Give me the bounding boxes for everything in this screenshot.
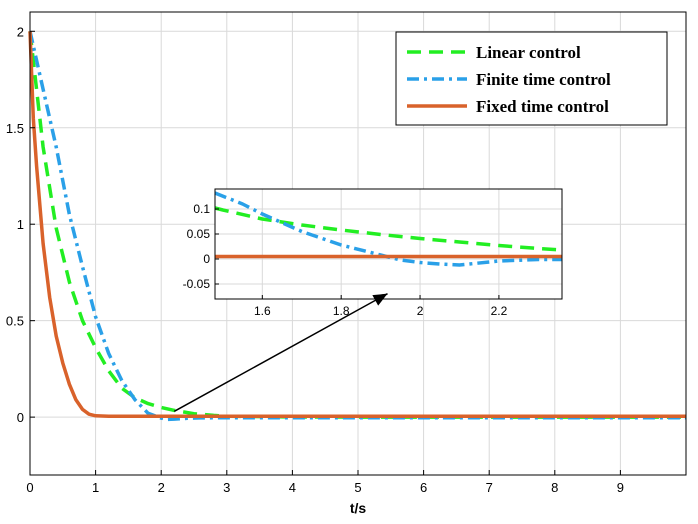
inset-y-tick-label: 0 (203, 252, 210, 266)
inset-zoom: 1.6 1.8 2 2.2 -0.05 0 0.05 0.1 (183, 188, 563, 318)
legend: Linear control Finite time control Fixed t… (395, 31, 668, 126)
inset-series-line-2 (214, 191, 562, 267)
series-layer (28, 30, 686, 422)
legend-label-1: Linear control (476, 43, 581, 62)
inset-x-tick-label: 1.8 (333, 304, 350, 318)
inset-x-tick-label: 2.2 (491, 304, 508, 318)
x-tick-label: 5 (354, 480, 361, 495)
inset-x-tick-labels: 1.6 1.8 2 2.2 (254, 295, 508, 318)
x-tick-label: 4 (289, 480, 296, 495)
zoom-arrow (173, 293, 388, 412)
inset-series-layer (214, 191, 563, 267)
inset-x-tick-label: 1.6 (254, 304, 271, 318)
x-tick-label: 1 (92, 480, 99, 495)
inset-y-tick-label: -0.05 (183, 277, 211, 291)
y-tick-label: 0 (17, 410, 24, 425)
inset-background (215, 189, 562, 299)
x-axis-label: t/s (350, 500, 367, 516)
x-tick-label: 3 (223, 480, 230, 495)
inset-series-line-1 (214, 206, 563, 252)
x-tick-label: 7 (486, 480, 493, 495)
inset-y-tick-label: 0.1 (193, 202, 210, 216)
legend-label-3: Fixed time control (476, 97, 609, 116)
inset-x-tick-label: 2 (417, 304, 424, 318)
legend-label-2: Finite time control (476, 70, 611, 89)
y-tick-label: 1.5 (6, 121, 24, 136)
x-tick-label: 2 (158, 480, 165, 495)
y-tick-label: 0.5 (6, 314, 24, 329)
inset-y-tick-labels: -0.05 0 0.05 0.1 (183, 202, 219, 291)
arrow-shaft (173, 293, 388, 412)
y-tick-label: 1 (17, 217, 24, 232)
arrow-head (372, 293, 388, 306)
y-tick-labels: 0 0.5 1 1.5 2 (6, 24, 35, 425)
y-tick-label: 2 (17, 24, 24, 39)
x-tick-labels: 0 1 2 3 4 5 6 7 8 9 (26, 470, 624, 495)
x-tick-label: 6 (420, 480, 427, 495)
inset-frame (214, 188, 563, 300)
x-tick-label: 9 (617, 480, 624, 495)
x-tick-label: 0 (26, 480, 33, 495)
inset-y-tick-label: 0.05 (187, 227, 211, 241)
series-line-3 (28, 31, 686, 418)
x-tick-label: 8 (551, 480, 558, 495)
